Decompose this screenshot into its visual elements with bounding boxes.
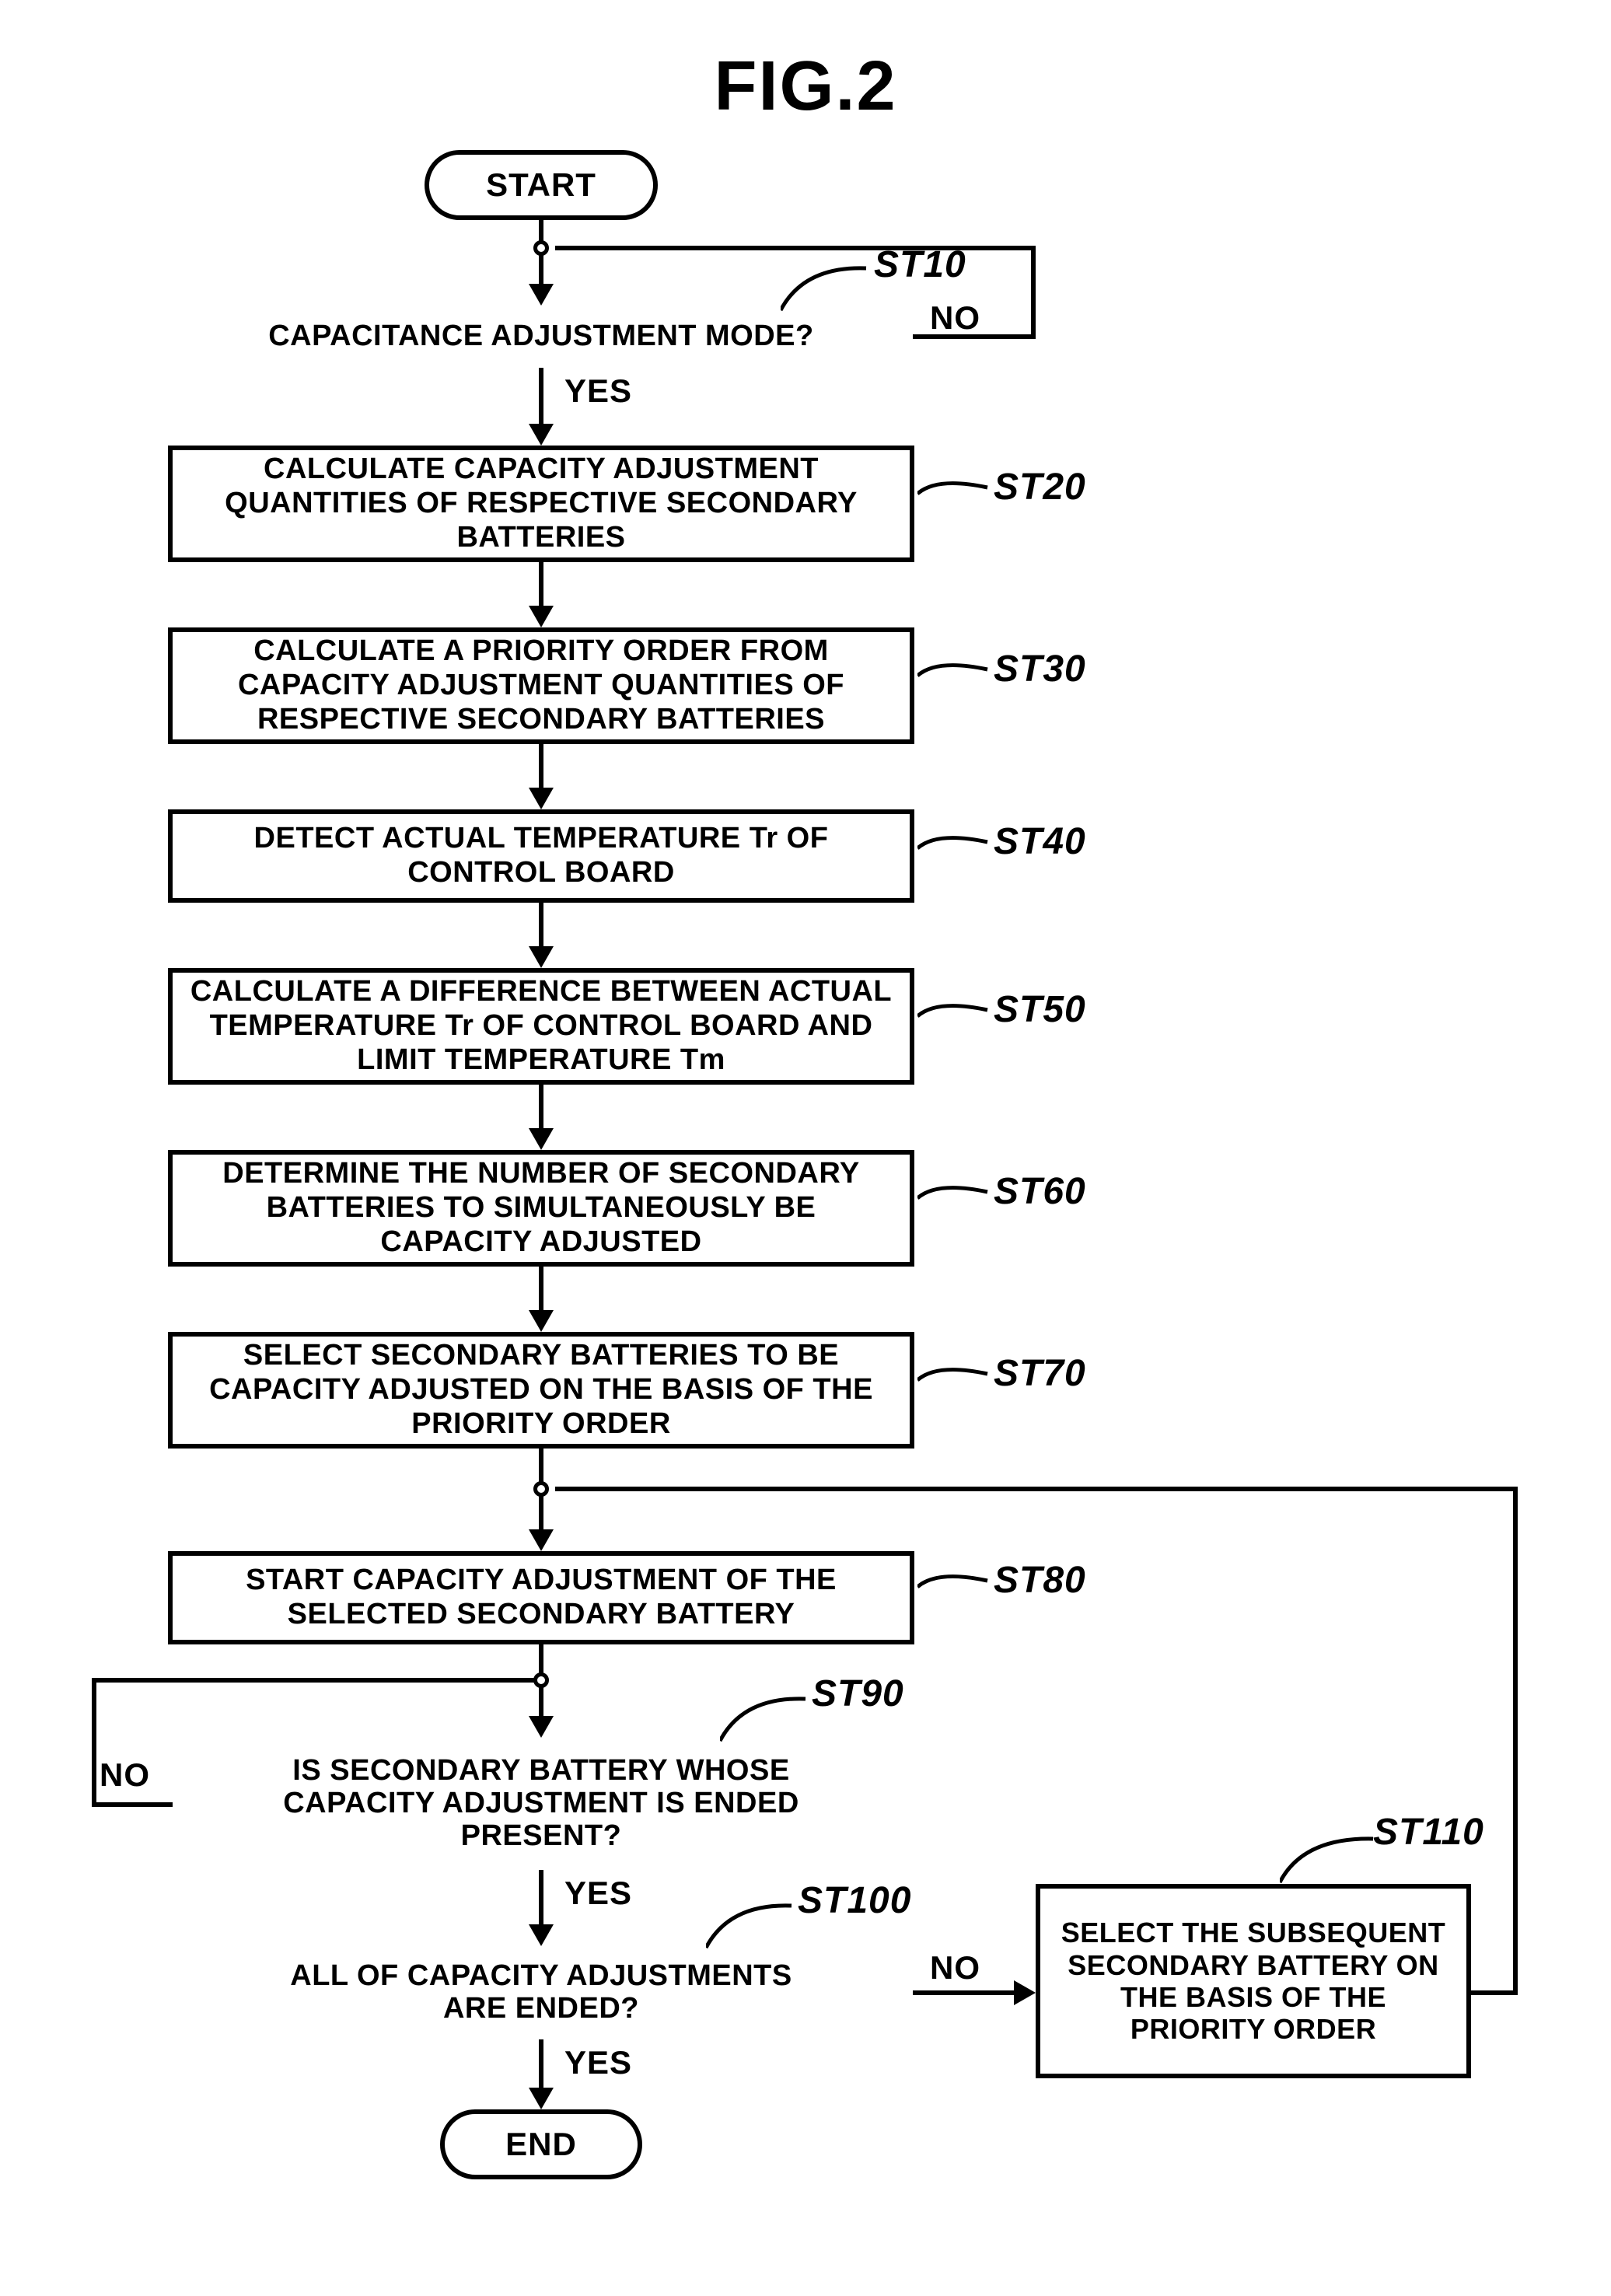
edge xyxy=(539,903,543,951)
edge-label-no: NO xyxy=(100,1756,150,1794)
step-label-st50: ST50 xyxy=(994,988,1086,1031)
arrow-icon xyxy=(529,1529,554,1551)
decision-text: IS SECONDARY BATTERY WHOSE CAPACITY ADJU… xyxy=(264,1755,819,1852)
edge xyxy=(539,2039,543,2092)
edge xyxy=(92,1802,173,1807)
process-st50: CALCULATE A DIFFERENCE BETWEEN ACTUAL TE… xyxy=(168,968,914,1085)
edge xyxy=(1031,246,1036,339)
label-leader xyxy=(781,262,889,315)
step-label-st60: ST60 xyxy=(994,1170,1086,1213)
process-st30: CALCULATE A PRIORITY ORDER FROM CAPACITY… xyxy=(168,627,914,744)
process-st110: SELECT THE SUBSEQUENT SECONDARY BATTERY … xyxy=(1036,1884,1471,2078)
step-label-st80: ST80 xyxy=(994,1559,1086,1602)
edge xyxy=(92,1678,535,1683)
edge xyxy=(913,334,1036,339)
terminal-end: END xyxy=(440,2109,642,2179)
label-leader xyxy=(917,477,995,508)
step-label-st90: ST90 xyxy=(812,1672,904,1715)
decision-st10: CAPACITANCE ADJUSTMENT MODE? xyxy=(168,306,914,368)
process-st40: DETECT ACTUAL TEMPERATURE Tr OF CONTROL … xyxy=(168,809,914,903)
process-text: CALCULATE A PRIORITY ORDER FROM CAPACITY… xyxy=(188,634,894,736)
label-leader xyxy=(1280,1831,1389,1885)
edge xyxy=(1471,1990,1518,1995)
process-text: CALCULATE A DIFFERENCE BETWEEN ACTUAL TE… xyxy=(188,975,894,1077)
edge xyxy=(555,1487,1518,1491)
process-text: START CAPACITY ADJUSTMENT OF THE SELECTE… xyxy=(188,1564,894,1631)
terminal-end-text: END xyxy=(505,2126,577,2163)
arrow-icon xyxy=(529,1716,554,1738)
arrow-icon xyxy=(529,2088,554,2109)
figure-title: FIG.2 xyxy=(67,47,1544,127)
process-text: SELECT SECONDARY BATTERIES TO BE CAPACIT… xyxy=(188,1339,894,1441)
arrow-icon xyxy=(1014,1980,1036,2005)
step-label-st100: ST100 xyxy=(798,1879,911,1922)
edge xyxy=(539,368,543,428)
edge-label-yes: YES xyxy=(564,1875,632,1912)
step-label-st110: ST110 xyxy=(1373,1811,1484,1854)
step-label-st30: ST30 xyxy=(994,648,1086,690)
terminal-start: START xyxy=(425,150,658,220)
figure-container: FIG.2 START CAPACITANCE ADJUSTMENT MODE?… xyxy=(67,47,1544,2249)
edge xyxy=(539,562,543,610)
process-st80: START CAPACITY ADJUSTMENT OF THE SELECTE… xyxy=(168,1551,914,1644)
process-st20: CALCULATE CAPACITY ADJUSTMENT QUANTITIES… xyxy=(168,446,914,562)
join-node xyxy=(533,240,549,256)
step-label-st40: ST40 xyxy=(994,820,1086,863)
edge xyxy=(539,1267,543,1315)
label-leader xyxy=(917,1363,995,1394)
edge xyxy=(539,1085,543,1133)
edge xyxy=(555,246,1036,250)
arrow-icon xyxy=(529,606,554,627)
edge xyxy=(92,1678,96,1807)
edge-label-no: NO xyxy=(930,1949,980,1987)
process-st70: SELECT SECONDARY BATTERIES TO BE CAPACIT… xyxy=(168,1332,914,1449)
arrow-icon xyxy=(529,1128,554,1150)
arrow-icon xyxy=(529,1310,554,1332)
arrow-icon xyxy=(529,788,554,809)
edge-label-yes: YES xyxy=(564,372,632,410)
step-label-st20: ST20 xyxy=(994,466,1086,508)
process-st60: DETERMINE THE NUMBER OF SECONDARY BATTER… xyxy=(168,1150,914,1267)
edge xyxy=(1513,1487,1518,1995)
edge xyxy=(913,1990,1017,1995)
arrow-icon xyxy=(529,284,554,306)
flowchart: START CAPACITANCE ADJUSTMENT MODE? ST10 … xyxy=(67,150,1544,2249)
decision-text: CAPACITANCE ADJUSTMENT MODE? xyxy=(268,320,814,353)
join-node xyxy=(533,1672,549,1688)
arrow-icon xyxy=(529,1924,554,1946)
terminal-start-text: START xyxy=(486,166,596,204)
decision-st100: ALL OF CAPACITY ADJUSTMENTS ARE ENDED? xyxy=(168,1946,914,2039)
edge-label-no: NO xyxy=(930,299,980,337)
process-text: CALCULATE CAPACITY ADJUSTMENT QUANTITIES… xyxy=(188,453,894,554)
label-leader xyxy=(917,1181,995,1212)
process-text: SELECT THE SUBSEQUENT SECONDARY BATTERY … xyxy=(1056,1917,1451,2046)
edge-label-yes: YES xyxy=(564,2044,632,2081)
arrow-icon xyxy=(529,424,554,446)
edge xyxy=(539,1870,543,1929)
edge xyxy=(539,744,543,792)
decision-text: ALL OF CAPACITY ADJUSTMENTS ARE ENDED? xyxy=(264,1960,819,2025)
label-leader xyxy=(917,659,995,690)
process-text: DETERMINE THE NUMBER OF SECONDARY BATTER… xyxy=(188,1157,894,1259)
join-node xyxy=(533,1481,549,1497)
process-text: DETECT ACTUAL TEMPERATURE Tr OF CONTROL … xyxy=(188,822,894,889)
step-label-st70: ST70 xyxy=(994,1352,1086,1395)
label-leader xyxy=(917,999,995,1030)
decision-st90: IS SECONDARY BATTERY WHOSE CAPACITY ADJU… xyxy=(168,1738,914,1870)
arrow-icon xyxy=(529,946,554,968)
label-leader xyxy=(917,831,995,862)
label-leader xyxy=(917,1570,995,1601)
